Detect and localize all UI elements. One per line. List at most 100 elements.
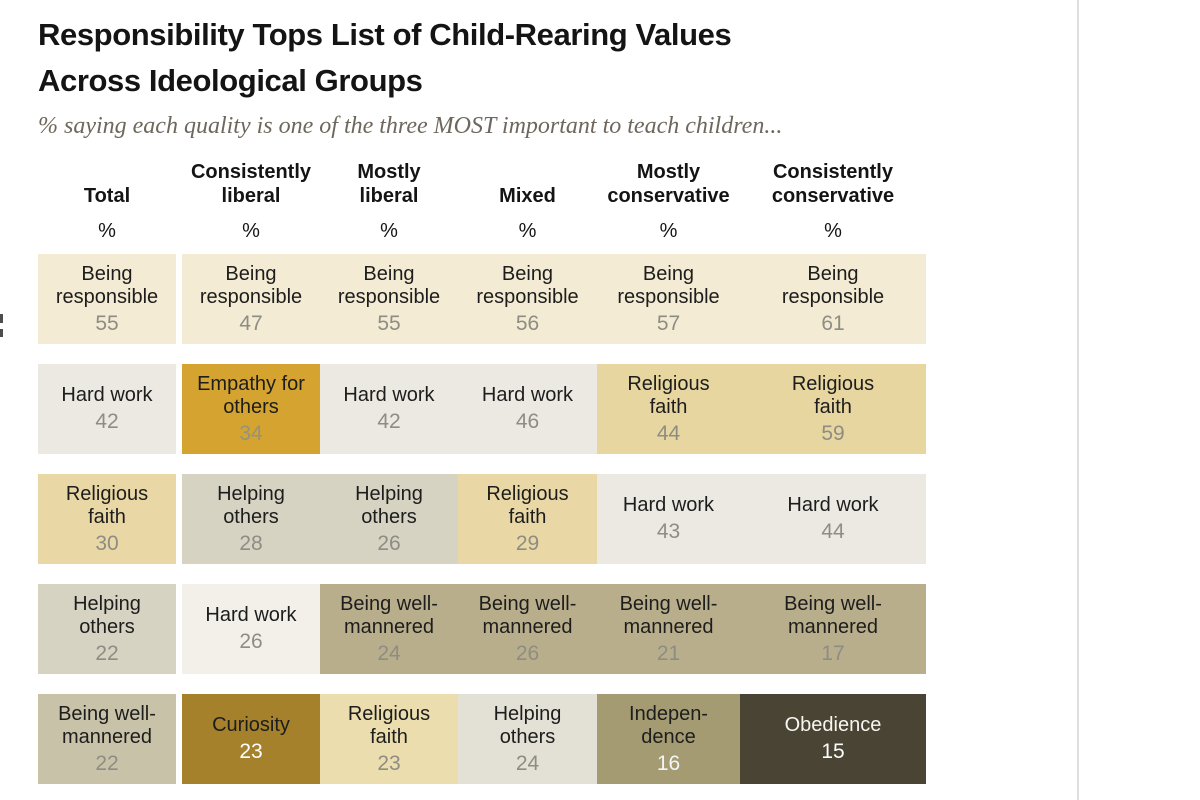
column-header-label: Consistently conservative bbox=[771, 161, 895, 207]
value-cell: Hard work 46 bbox=[458, 364, 597, 454]
value-cell-value: 55 bbox=[95, 311, 119, 335]
value-cell-label: Curiosity bbox=[212, 714, 290, 736]
column-unit: % bbox=[242, 220, 260, 242]
column-header-mostly-liberal: Mostly liberal % bbox=[320, 160, 458, 244]
value-cell-value: 55 bbox=[377, 311, 401, 335]
value-cell-label: Hard work bbox=[205, 604, 297, 626]
value-cell-label: Being well- mannered bbox=[784, 592, 882, 638]
value-cell-value: 21 bbox=[656, 641, 681, 665]
column-header-mixed: Mixed % bbox=[458, 160, 597, 244]
chart-subtitle: % saying each quality is one of the thre… bbox=[38, 113, 783, 139]
value-cell-value: 30 bbox=[95, 531, 119, 555]
value-cell: Hard work 42 bbox=[38, 364, 176, 454]
value-cell-label: Helping others bbox=[493, 702, 562, 748]
value-cell-label: Helping others bbox=[73, 592, 141, 638]
value-cell: Being well- mannered 21 bbox=[597, 584, 740, 674]
value-cell-value: 16 bbox=[656, 751, 681, 775]
value-cell: Being responsible 56 bbox=[458, 254, 597, 344]
value-cell: Being responsible 55 bbox=[320, 254, 458, 344]
column-header-mostly-conservative: Mostly conservative % bbox=[597, 160, 740, 244]
table-row: Hard work 42 Empathy for others 34 Hard … bbox=[38, 364, 930, 454]
column-header-label: Mixed bbox=[499, 185, 556, 207]
row-band: Hard work 26 Being well- mannered 24 Bei… bbox=[182, 584, 926, 674]
value-cell-label: Being responsible bbox=[781, 262, 885, 308]
column-header-label: Mostly liberal bbox=[357, 161, 421, 207]
value-cell: Being responsible 55 bbox=[38, 254, 176, 344]
value-cell-label: Helping others bbox=[355, 482, 423, 528]
value-cell: Being well- mannered 17 bbox=[740, 584, 926, 674]
value-cell-value: 56 bbox=[515, 311, 540, 335]
value-cell-value: 26 bbox=[515, 641, 540, 665]
value-cell-value: 61 bbox=[821, 311, 845, 335]
column-header-label: Mostly conservative bbox=[607, 161, 730, 207]
value-cell-label: Being responsible bbox=[476, 262, 579, 308]
column-header-consistently-liberal: Consistently liberal % bbox=[182, 160, 320, 244]
value-cell-label: Being well- mannered bbox=[619, 592, 718, 638]
value-cell-value: 23 bbox=[377, 751, 401, 775]
row-band: Helping others 28 Helping others 26 Reli… bbox=[182, 474, 926, 564]
value-cell-value: 57 bbox=[656, 311, 681, 335]
value-cell: Curiosity 23 bbox=[182, 694, 320, 784]
edge-artifact bbox=[0, 314, 3, 323]
table-row: Helping others 22 Hard work 26 Being wel… bbox=[38, 584, 930, 674]
value-cell: Religious faith 30 bbox=[38, 474, 176, 564]
value-cell-label: Being well- mannered bbox=[340, 592, 438, 638]
value-cell-label: Religious faith bbox=[347, 702, 431, 748]
value-cell-label: Religious faith bbox=[627, 372, 710, 418]
row-band: Being responsible 47 Being responsible 5… bbox=[182, 254, 926, 344]
value-cell-value: 59 bbox=[821, 421, 845, 445]
value-cell: Helping others 28 bbox=[182, 474, 320, 564]
value-cell-label: Being well- mannered bbox=[478, 592, 577, 638]
value-cell: Being responsible 47 bbox=[182, 254, 320, 344]
value-cell-label: Being responsible bbox=[55, 262, 159, 308]
value-cell-label: Indepen- dence bbox=[629, 702, 708, 748]
value-cell-value: 42 bbox=[95, 410, 119, 433]
table-row: Being responsible 55 Being responsible 4… bbox=[38, 254, 930, 344]
value-cell-value: 47 bbox=[239, 311, 263, 335]
value-cell-label: Hard work bbox=[481, 384, 574, 406]
value-cell-value: 23 bbox=[239, 740, 263, 763]
value-cell: Religious faith 29 bbox=[458, 474, 597, 564]
column-unit: % bbox=[380, 220, 398, 242]
value-cell-value: 43 bbox=[656, 520, 681, 543]
value-cell-value: 15 bbox=[821, 740, 845, 763]
column-unit: % bbox=[659, 220, 678, 242]
value-cell-label: Hard work bbox=[787, 494, 879, 516]
value-cell: Helping others 24 bbox=[458, 694, 597, 784]
value-cell: Being well- mannered 22 bbox=[38, 694, 176, 784]
edge-artifact bbox=[0, 329, 3, 337]
value-cell-value: 34 bbox=[239, 421, 263, 445]
column-header-label: Consistently liberal bbox=[190, 161, 312, 207]
value-cell-value: 22 bbox=[95, 751, 119, 775]
value-cell: Hard work 42 bbox=[320, 364, 458, 454]
value-cell: Empathy for others 34 bbox=[182, 364, 320, 454]
column-header-consistently-conservative: Consistently conservative % bbox=[740, 160, 926, 244]
value-cell: Helping others 26 bbox=[320, 474, 458, 564]
value-cell-label: Being responsible bbox=[617, 262, 720, 308]
value-cell-label: Hard work bbox=[622, 494, 715, 516]
table-header: Total % Consistently liberal % Mostly li… bbox=[38, 160, 930, 244]
row-band: Curiosity 23 Religious faith 23 Helping … bbox=[182, 694, 926, 784]
value-cell-value: 24 bbox=[377, 641, 401, 665]
value-cell: Religious faith 44 bbox=[597, 364, 740, 454]
value-cell-label: Helping others bbox=[217, 482, 285, 528]
column-unit: % bbox=[518, 220, 537, 242]
value-cell-value: 28 bbox=[239, 531, 263, 555]
value-cell-value: 46 bbox=[515, 410, 540, 433]
value-cell-value: 42 bbox=[377, 410, 401, 433]
value-cell-label: Obedience bbox=[784, 714, 882, 736]
value-cell-value: 26 bbox=[377, 531, 401, 555]
column-header-total: Total % bbox=[38, 160, 176, 244]
value-cell: Religious faith 59 bbox=[740, 364, 926, 454]
value-cell: Being well- mannered 24 bbox=[320, 584, 458, 674]
value-cell-value: 22 bbox=[95, 641, 119, 665]
value-cell: Religious faith 23 bbox=[320, 694, 458, 784]
value-cell: Being well- mannered 26 bbox=[458, 584, 597, 674]
column-unit: % bbox=[824, 220, 842, 242]
value-cell: Hard work 26 bbox=[182, 584, 320, 674]
value-cell: Hard work 43 bbox=[597, 474, 740, 564]
value-cell-label: Religious faith bbox=[791, 372, 875, 418]
value-cell-value: 29 bbox=[515, 531, 540, 555]
value-cell: Hard work 44 bbox=[740, 474, 926, 564]
